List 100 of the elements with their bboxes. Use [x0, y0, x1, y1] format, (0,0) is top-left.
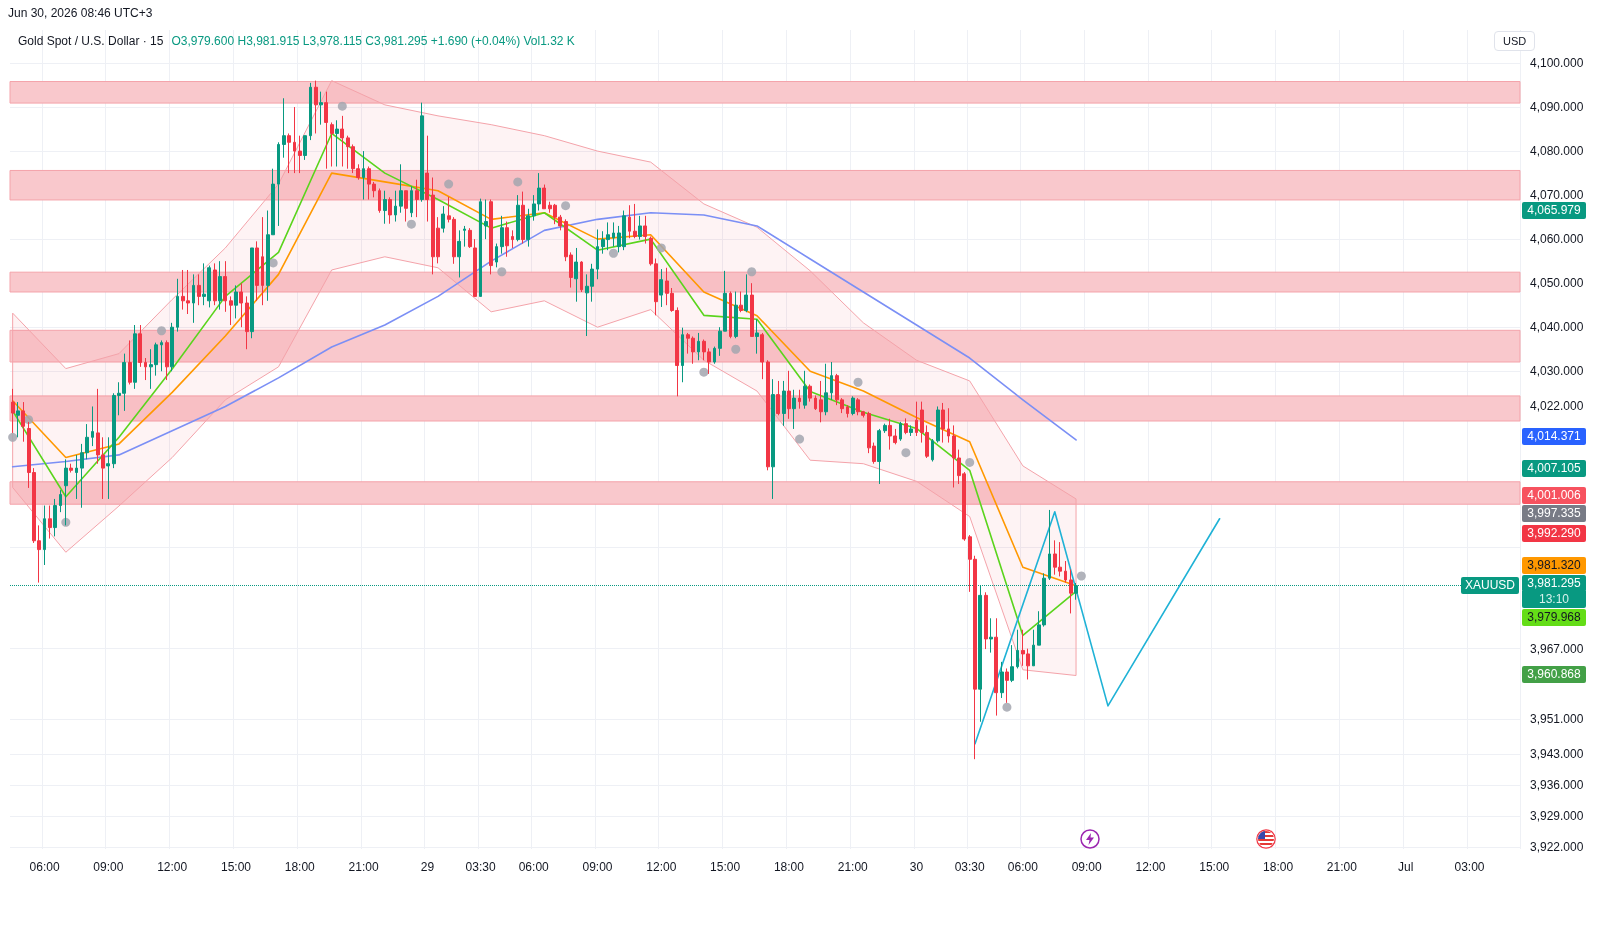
candlestick: [479, 198, 482, 297]
candlestick: [176, 278, 179, 333]
text: 4,001.006: [1522, 487, 1586, 504]
candlestick: [814, 394, 817, 411]
candlestick: [766, 359, 770, 471]
chart-title: Gold Spot / U.S. Dollar · 15: [18, 34, 164, 48]
candlestick: [697, 332, 700, 361]
line-series: [11, 211, 1077, 468]
candlestick: [75, 454, 78, 500]
point: [1002, 702, 1012, 712]
candlestick: [681, 327, 684, 383]
candlestick: [936, 405, 940, 444]
point: [406, 219, 416, 229]
candlestick: [106, 436, 110, 500]
candlestick: [798, 389, 801, 410]
point: [157, 326, 167, 336]
candlestick: [931, 438, 934, 463]
candlestick: [782, 380, 786, 427]
point: [513, 177, 523, 187]
candlestick: [883, 423, 887, 434]
x-tick-label: 12:00: [1135, 860, 1166, 874]
candlestick: [1010, 644, 1014, 683]
candlestick: [21, 401, 25, 443]
candlestick: [495, 243, 498, 268]
point: [561, 201, 571, 211]
point: [8, 432, 18, 442]
candlestick: [899, 421, 902, 442]
candlestick: [383, 190, 387, 225]
candlestick: [1069, 568, 1073, 614]
ref-line-label: XAUUSD: [1461, 577, 1520, 595]
candlestick: [596, 228, 599, 280]
x-tick-label: 15:00: [220, 860, 252, 874]
line-series: [974, 510, 1221, 745]
candlestick: [213, 262, 217, 306]
x-tick-label: 21:00: [1326, 860, 1358, 874]
y-tick-label: 4,100.000: [1530, 56, 1584, 71]
candlestick: [282, 97, 286, 159]
candlestick: [309, 82, 312, 141]
x-tick-label: 03:30: [954, 860, 986, 874]
candlestick: [713, 346, 716, 365]
y-tick-label: 4,090.000: [1530, 100, 1584, 115]
candlestick: [744, 273, 748, 313]
candlestick: [755, 318, 759, 355]
candlestick: [526, 208, 530, 248]
candlestick: [994, 617, 998, 717]
y-axis-title: USD: [1494, 31, 1536, 51]
chart-subtitle: Jun 30, 2026 08:46 UTC+3: [8, 6, 153, 20]
point: [965, 457, 975, 467]
candlestick: [457, 229, 461, 278]
point: [699, 367, 709, 377]
candlestick: [165, 339, 169, 381]
candlestick: [851, 395, 855, 416]
candlestick: [362, 150, 365, 201]
candlestick: [314, 80, 318, 134]
candlestick: [319, 91, 323, 126]
candlestick: [287, 132, 291, 174]
candlestick: [947, 407, 950, 444]
candlestick: [415, 179, 419, 218]
candlestick: [160, 339, 163, 372]
x-tick-label: 15:00: [1199, 860, 1230, 874]
candlestick: [303, 135, 307, 161]
candlestick: [824, 363, 828, 416]
candlestick: [734, 291, 738, 339]
text: 3,997.335: [1522, 505, 1586, 522]
candlestick: [43, 505, 46, 566]
point: [656, 243, 666, 253]
candlestick: [255, 240, 259, 302]
y-tick-label: 3,943.000: [1530, 747, 1584, 762]
candlestick: [144, 357, 147, 381]
point: [24, 415, 34, 425]
text: 4,014.371: [1522, 428, 1586, 445]
candlestick: [792, 389, 796, 430]
candlestick: [404, 190, 408, 223]
candlestick: [729, 291, 732, 339]
candlestick: [11, 388, 15, 434]
point: [747, 267, 757, 277]
candlestick: [643, 215, 647, 245]
x-tick-label: 21:00: [837, 860, 869, 874]
candlestick: [877, 428, 881, 485]
candlestick: [574, 247, 578, 303]
candlestick: [138, 324, 142, 368]
candlestick: [628, 204, 631, 239]
y-tick-label: 3,936.000: [1530, 778, 1584, 793]
y-tick-label: 3,922.000: [1530, 839, 1584, 854]
point: [337, 101, 347, 111]
candlestick: [261, 216, 264, 306]
candlestick: [245, 295, 249, 350]
candlestick: [64, 458, 68, 526]
candlestick: [394, 190, 397, 223]
candlestick: [909, 424, 913, 437]
point: [731, 344, 741, 354]
candlestick: [516, 194, 520, 242]
candlestick: [463, 225, 466, 248]
candlestick: [638, 215, 642, 241]
candlestick: [192, 273, 195, 324]
y-tick-label: 4,040.000: [1530, 320, 1584, 335]
candlestick: [941, 402, 945, 444]
candlestick: [803, 370, 807, 410]
candlestick: [830, 361, 833, 401]
candlestick: [612, 221, 615, 248]
